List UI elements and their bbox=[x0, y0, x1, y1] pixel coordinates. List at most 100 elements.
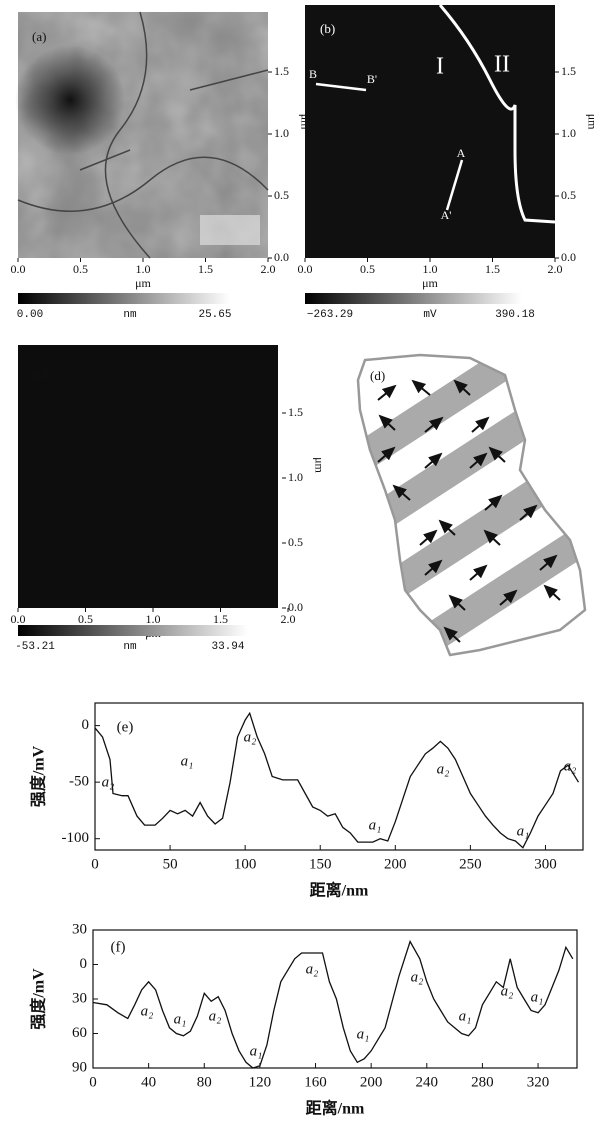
panel-label: (b) bbox=[320, 21, 335, 36]
annotation: a₂ bbox=[411, 969, 424, 985]
x-tick-label: 160 bbox=[304, 1074, 327, 1090]
annotation: a₂ bbox=[209, 1008, 222, 1024]
y-tick-label: 90 bbox=[72, 1059, 87, 1075]
x-tick-label: 2.0 bbox=[548, 262, 563, 276]
afm-image-c bbox=[18, 345, 278, 608]
colorbar bbox=[18, 625, 248, 636]
x-tick-label: 0 bbox=[89, 1074, 97, 1090]
y-axis-label: 强度/mV bbox=[29, 745, 48, 807]
plot-frame bbox=[95, 703, 583, 850]
x-tick-label: 1.5 bbox=[485, 262, 500, 276]
figure: (d) (a)0.00.51.01.52.00.00.51.01.5μmμm0.… bbox=[0, 0, 600, 1143]
y-axis-label: μm bbox=[312, 457, 326, 473]
y-tick-label: 1.0 bbox=[274, 126, 289, 140]
x-tick-label: 1.0 bbox=[136, 262, 151, 276]
afm-image-b bbox=[305, 5, 555, 258]
annotation: I bbox=[436, 54, 444, 80]
x-tick-label: 40 bbox=[141, 1074, 156, 1090]
y-tick-label: 0.5 bbox=[288, 535, 303, 549]
domain-diagram bbox=[268, 310, 600, 685]
y-tick-label: 0.5 bbox=[274, 188, 289, 202]
y-axis-label: μm bbox=[298, 114, 312, 130]
colorbar-label: mV bbox=[423, 309, 437, 321]
x-axis-label: 距离/nm bbox=[306, 1099, 365, 1118]
annotation: B' bbox=[367, 72, 377, 86]
annotation: a₂ bbox=[141, 1003, 154, 1019]
annotation: a₂ bbox=[244, 729, 257, 745]
annotation: a₁ bbox=[459, 1008, 472, 1024]
panel-label: (c) bbox=[33, 366, 47, 381]
x-tick-label: 2.0 bbox=[261, 262, 276, 276]
y-tick-label: 1.0 bbox=[288, 470, 303, 484]
x-tick-label: 2.0 bbox=[281, 612, 296, 626]
x-tick-label: 150 bbox=[309, 856, 332, 872]
colorbar-label: 390.18 bbox=[495, 309, 535, 321]
x-tick-label: 200 bbox=[384, 856, 407, 872]
y-tick-label: 1.5 bbox=[288, 405, 303, 419]
x-tick-label: 250 bbox=[459, 856, 482, 872]
annotation: a₁ bbox=[531, 989, 544, 1005]
afm-image-a bbox=[15, 12, 268, 258]
y-tick-label: 30 bbox=[72, 990, 87, 1006]
x-tick-label: 280 bbox=[471, 1074, 494, 1090]
annotation: A bbox=[457, 146, 466, 160]
y-tick-label: -100 bbox=[62, 830, 90, 846]
y-axis-label: 强度/mV bbox=[29, 968, 48, 1030]
x-tick-label: 0.0 bbox=[11, 262, 26, 276]
colorbar-label: -53.21 bbox=[15, 641, 55, 653]
data-line bbox=[95, 713, 579, 848]
x-axis-label: μm bbox=[135, 276, 151, 290]
x-tick-label: 1.0 bbox=[146, 612, 161, 626]
colorbar-label: 0.00 bbox=[17, 309, 43, 321]
x-tick-label: 1.5 bbox=[213, 612, 228, 626]
x-tick-label: 0.5 bbox=[73, 262, 88, 276]
x-tick-label: 1.5 bbox=[198, 262, 213, 276]
y-tick-label: 0.0 bbox=[561, 250, 576, 264]
x-tick-label: 0.5 bbox=[78, 612, 93, 626]
y-tick-label: 30 bbox=[72, 921, 87, 937]
y-axis-label: μm bbox=[585, 114, 599, 130]
y-tick-label: 0 bbox=[82, 717, 90, 733]
x-tick-label: 50 bbox=[163, 856, 178, 872]
colorbar-label: nm bbox=[123, 641, 137, 653]
x-tick-label: 120 bbox=[249, 1074, 272, 1090]
annotation: a₂ bbox=[306, 961, 319, 977]
x-tick-label: 1.0 bbox=[423, 262, 438, 276]
annotation: a₁ bbox=[357, 1026, 370, 1042]
x-tick-label: 0.0 bbox=[298, 262, 313, 276]
annotation: a₁ bbox=[181, 753, 194, 769]
y-tick-label: 1.5 bbox=[274, 64, 289, 78]
x-tick-label: 240 bbox=[416, 1074, 439, 1090]
x-tick-label: 100 bbox=[234, 856, 257, 872]
y-tick-label: 60 bbox=[72, 1025, 87, 1041]
annotation: a₂ bbox=[564, 758, 577, 774]
annotation: A' bbox=[441, 208, 452, 222]
x-axis-label: μm bbox=[422, 276, 438, 290]
data-line bbox=[93, 942, 573, 1069]
y-tick-label: 1.0 bbox=[561, 126, 576, 140]
x-tick-label: 80 bbox=[197, 1074, 212, 1090]
colorbar-label: 33.94 bbox=[211, 641, 244, 653]
y-tick-label: 0.5 bbox=[561, 188, 576, 202]
x-tick-label: 0.5 bbox=[360, 262, 375, 276]
colorbar-label: 25.65 bbox=[198, 309, 231, 321]
y-tick-label: 1.5 bbox=[561, 64, 576, 78]
annotation: B bbox=[309, 67, 317, 81]
colorbar bbox=[18, 293, 230, 304]
panel-label: (f) bbox=[111, 939, 126, 955]
y-tick-label: 0.0 bbox=[288, 600, 303, 614]
x-tick-label: 200 bbox=[360, 1074, 383, 1090]
x-tick-label: 0 bbox=[91, 856, 99, 872]
x-tick-label: 320 bbox=[527, 1074, 550, 1090]
annotation: a₂ bbox=[437, 761, 450, 777]
panel-label: (e) bbox=[117, 719, 134, 735]
y-tick-label: 0.0 bbox=[274, 250, 289, 264]
x-tick-label: 300 bbox=[534, 856, 557, 872]
colorbar bbox=[305, 293, 522, 304]
panel-label: (a) bbox=[32, 29, 46, 44]
x-tick-label: 0.0 bbox=[11, 612, 26, 626]
y-tick-label: -50 bbox=[69, 774, 89, 790]
annotation: a₂ bbox=[501, 983, 514, 999]
annotation: a₁ bbox=[517, 823, 530, 839]
annotation: a₁ bbox=[250, 1043, 263, 1059]
